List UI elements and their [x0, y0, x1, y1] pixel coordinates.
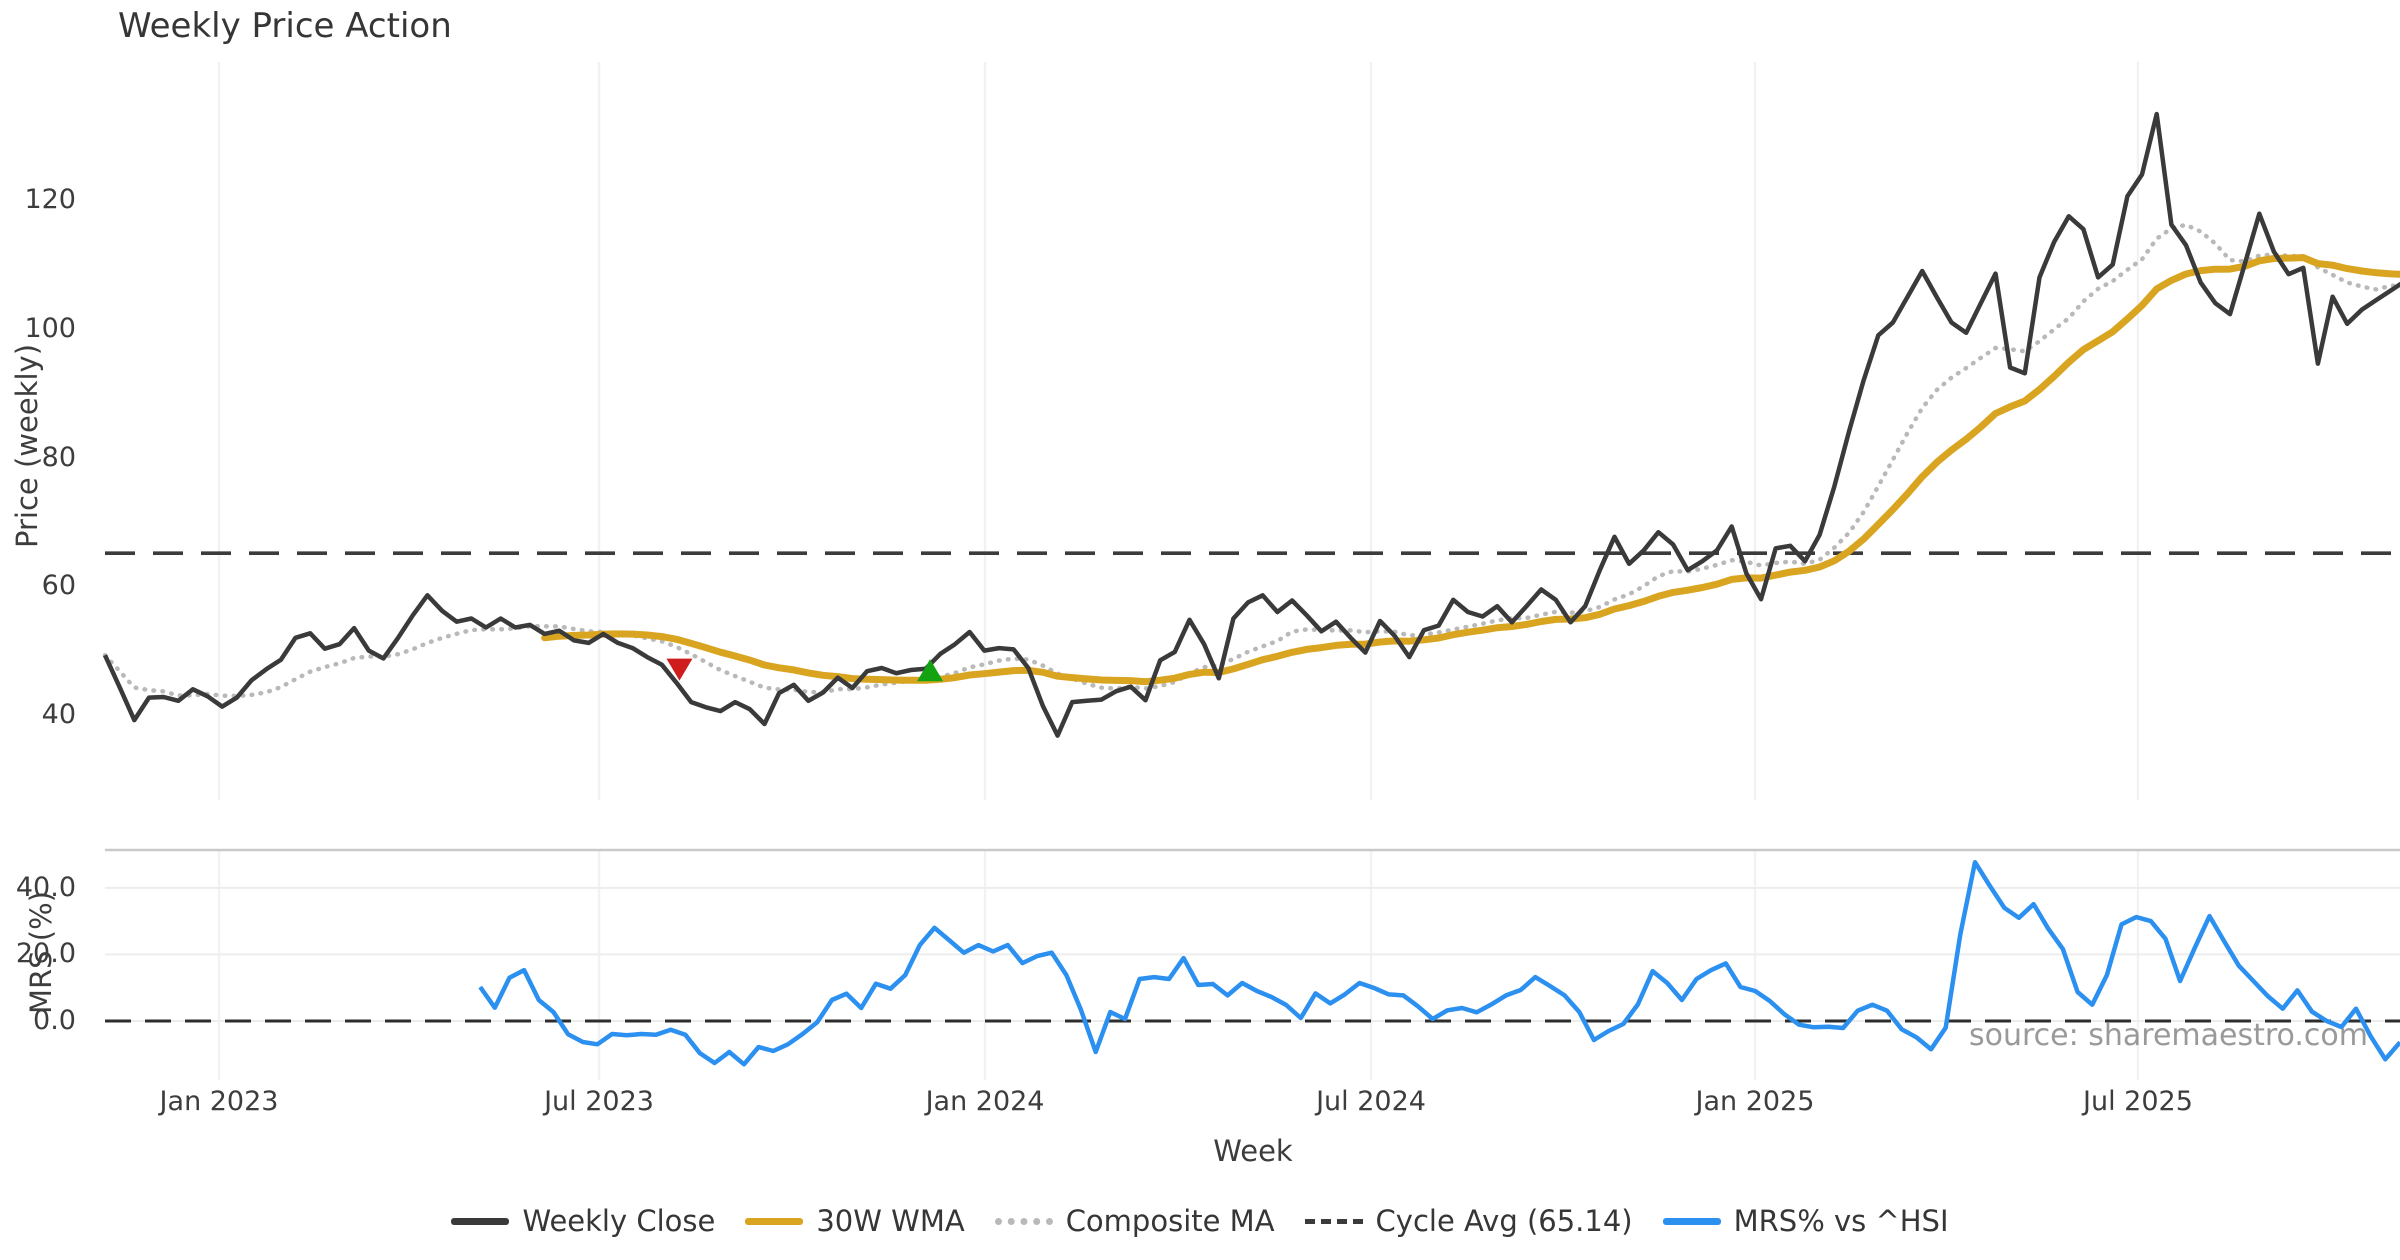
x-tick: Jan 2023	[159, 1086, 279, 1117]
gridlines	[105, 62, 2400, 1080]
triangle-up-marker	[917, 659, 944, 682]
x-tick: Jul 2025	[2083, 1086, 2193, 1117]
composite-ma-line	[102, 222, 2400, 699]
legend-item: MRS% vs ^HSI	[1662, 1204, 1949, 1238]
chart-legend: Weekly Close 30W WMA Composite MA Cycle Avg…	[0, 1204, 2400, 1238]
legend-item: 30W WMA	[745, 1204, 965, 1238]
chart-title: Weekly Price Action	[118, 6, 452, 46]
mrs-ytick: 20.0	[15, 938, 76, 970]
x-tick: Jul 2024	[1316, 1086, 1426, 1117]
legend-swatch-solid	[745, 1217, 804, 1225]
legend-swatch-dotted	[994, 1217, 1053, 1225]
weekly-close-line	[102, 111, 2400, 738]
price-ytick: 80	[41, 441, 76, 473]
triangle-down-marker	[666, 658, 693, 681]
legend-swatch-solid	[1662, 1217, 1721, 1225]
price-ytick: 40	[41, 698, 76, 730]
legend-item: Cycle Avg (65.14)	[1304, 1204, 1633, 1238]
legend-label: Composite MA	[1065, 1204, 1275, 1238]
wma-line	[541, 254, 2400, 686]
legend-label: MRS% vs ^HSI	[1733, 1204, 1949, 1238]
price-ytick: 100	[24, 312, 76, 344]
source-note: source: sharemaestro.com	[1969, 1018, 2368, 1053]
mrs-line	[478, 859, 2400, 1067]
x-axis-label: Week	[1213, 1134, 1293, 1168]
legend-swatch-dashed	[1304, 1218, 1363, 1224]
legend-swatch-solid	[451, 1217, 510, 1225]
mrs-ytick: 0.0	[33, 1004, 76, 1036]
price-ytick: 120	[24, 184, 76, 216]
price-ytick: 60	[41, 570, 76, 602]
x-tick: Jan 2024	[925, 1086, 1045, 1117]
legend-label: Weekly Close	[522, 1204, 716, 1238]
x-tick: Jul 2023	[544, 1086, 654, 1117]
x-tick: Jan 2025	[1695, 1086, 1815, 1117]
legend-item: Weekly Close	[451, 1204, 715, 1238]
mrs-ytick: 40.0	[15, 871, 76, 903]
legend-item: Composite MA	[994, 1204, 1275, 1238]
legend-label: 30W WMA	[816, 1204, 965, 1238]
legend-label: Cycle Avg (65.14)	[1375, 1204, 1633, 1238]
